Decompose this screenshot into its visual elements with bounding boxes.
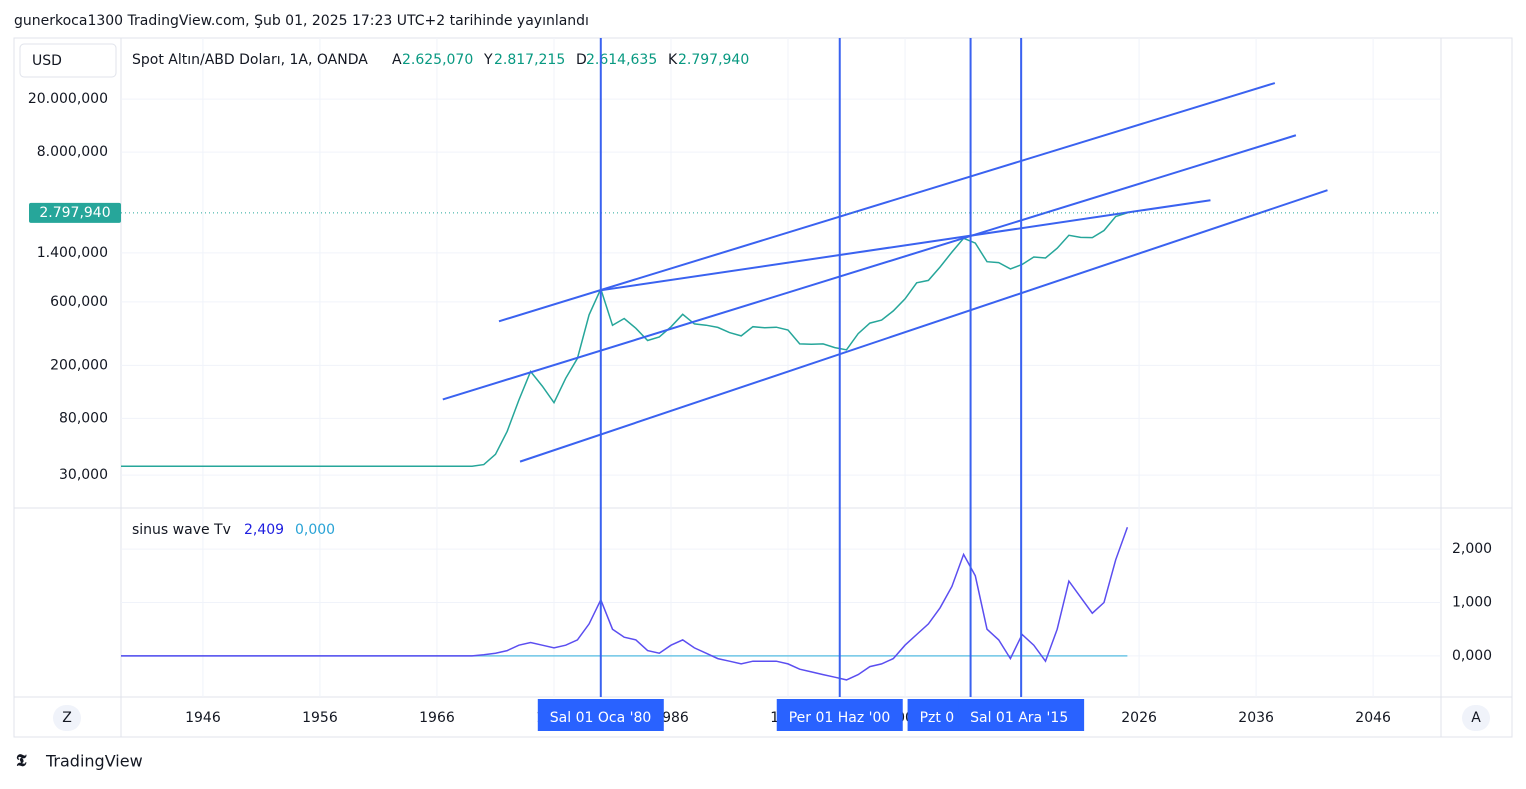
- trend-line: [600, 199, 1211, 292]
- date-label: Per 01 Haz '00: [789, 710, 891, 726]
- y-tick-label: 0,000: [1452, 648, 1492, 664]
- x-tick-label: 2026: [1121, 710, 1157, 726]
- y-tick-label: 8.000,000: [37, 144, 108, 160]
- y-tick-label: 2,000: [1452, 541, 1492, 557]
- y-tick-label: 200,000: [50, 357, 108, 373]
- auto-button[interactable]: [1462, 705, 1490, 731]
- x-tick-label: 2036: [1238, 710, 1274, 726]
- series-title: sinus wave Tv: [132, 522, 231, 538]
- last-price-label: 2.797,940: [39, 205, 110, 221]
- ohlc-value: 2.817,215: [494, 52, 565, 68]
- baseline-value: 0,000: [295, 522, 335, 538]
- date-label: Pzt 0: [920, 710, 955, 726]
- ohlc-key: A: [392, 52, 402, 68]
- date-label-box: [776, 699, 903, 731]
- log-button[interactable]: [53, 705, 81, 731]
- series-line: [121, 212, 1128, 467]
- x-tick-label: 1946: [185, 710, 221, 726]
- right-button: A: [1471, 710, 1481, 726]
- ohlc-key: D: [576, 52, 587, 68]
- y-tick-label: 20.000,000: [28, 91, 108, 107]
- trend-line: [498, 82, 1276, 323]
- publisher: gunerkoca1300 TradingView.com, Şub 01, 2…: [14, 13, 589, 29]
- y-tick-label: 30,000: [59, 467, 108, 483]
- y-tick-label: 600,000: [50, 294, 108, 310]
- x-tick-label: 1956: [302, 710, 338, 726]
- ohlc-value: 2.797,940: [678, 52, 749, 68]
- indicator-value: 2,409: [244, 522, 284, 538]
- y-tick-label: 80,000: [59, 410, 108, 426]
- ohlc-key: K: [668, 52, 678, 68]
- ohlc-key: Y: [483, 52, 493, 68]
- y-tick-label: 1,000: [1452, 595, 1492, 611]
- last-price-box: [29, 202, 121, 223]
- x-tick-label: 2046: [1355, 710, 1391, 726]
- date-label-box: [537, 699, 664, 731]
- currency: USD: [32, 53, 62, 69]
- y-tick-label: 1.400,000: [37, 245, 108, 261]
- series-line: [121, 527, 1129, 681]
- currency-button[interactable]: [19, 43, 117, 78]
- ohlc-value: 2.614,635: [586, 52, 657, 68]
- brand: TradingView: [45, 752, 143, 771]
- date-label: Sal 01 Oca '80: [550, 710, 651, 726]
- date-label-box: [958, 699, 1085, 731]
- date-label: Sal 01 Ara '15: [970, 710, 1068, 726]
- left-button: Z: [62, 710, 72, 726]
- trend-line: [442, 134, 1297, 401]
- series-title: Spot Altın/ABD Doları, 1A, OANDA: [132, 52, 368, 68]
- x-tick-label: 1966: [419, 710, 455, 726]
- frame: [13, 37, 1513, 738]
- trend-line: [519, 189, 1328, 463]
- ohlc-value: 2.625,070: [402, 52, 473, 68]
- logo: 𝕿: [16, 751, 27, 771]
